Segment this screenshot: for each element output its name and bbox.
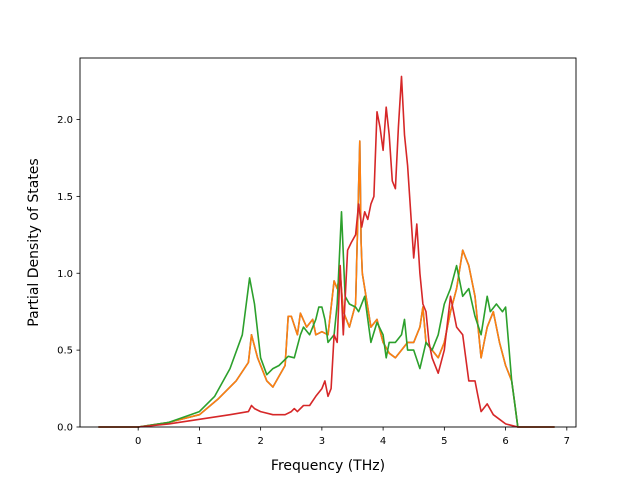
x-tick-label: 0 [135, 436, 141, 447]
plot-area [80, 58, 576, 427]
y-tick-label: 0.0 [57, 423, 73, 434]
x-tick-label: 4 [380, 436, 386, 447]
y-axis-ticks: 0.0 0.5 1.0 1.5 2.0 [57, 115, 80, 434]
y-tick-label: 2.0 [57, 115, 73, 126]
series-line-4 [98, 75, 555, 428]
x-tick-label: 2 [257, 436, 263, 447]
series-layer [98, 75, 555, 428]
x-axis-ticks: 0 1 2 3 4 5 6 7 [135, 427, 570, 447]
x-tick-label: 7 [564, 436, 570, 447]
x-tick-label: 3 [319, 436, 325, 447]
x-tick-label: 1 [196, 436, 202, 447]
y-tick-label: 1.5 [57, 192, 73, 203]
x-tick-label: 6 [502, 436, 508, 447]
axes-frame [79, 57, 577, 428]
x-axis-label: Frequency (THz) [271, 458, 385, 474]
y-axis-label: Partial Density of States [26, 158, 42, 326]
y-tick-label: 1.0 [57, 269, 73, 280]
series-line-3 [98, 211, 555, 428]
y-tick-label: 0.5 [57, 346, 73, 357]
series-line-2 [98, 140, 555, 428]
x-tick-label: 5 [441, 436, 447, 447]
